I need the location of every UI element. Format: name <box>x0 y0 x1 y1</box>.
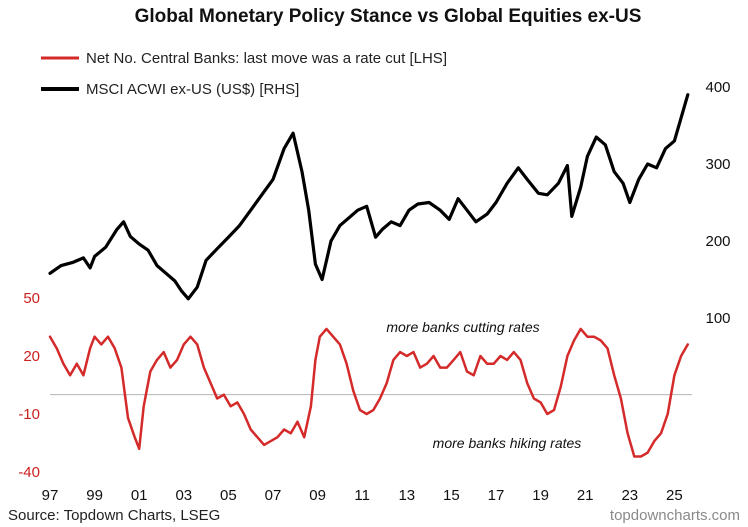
legend-red-label: Net No. Central Banks: last move was a r… <box>86 50 447 67</box>
x-tick-label: 07 <box>265 487 282 504</box>
x-tick-label: 15 <box>443 487 460 504</box>
left-axis-tick: 20 <box>23 348 40 365</box>
x-tick-label: 21 <box>577 487 594 504</box>
right-axis-tick: 300 <box>705 156 730 173</box>
left-axis-tick: 50 <box>23 290 40 307</box>
x-tick-label: 25 <box>666 487 683 504</box>
x-tick-label: 19 <box>532 487 549 504</box>
legend: Net No. Central Banks: last move was a r… <box>41 50 447 98</box>
left-axis-tick: -40 <box>18 464 40 481</box>
x-tick-label: 05 <box>220 487 237 504</box>
annotation-hiking: more banks hiking rates <box>433 435 582 451</box>
right-axis-tick: 400 <box>705 79 730 96</box>
x-tick-label: 03 <box>175 487 192 504</box>
chart-title: Global Monetary Policy Stance vs Global … <box>135 6 642 27</box>
x-tick-label: 13 <box>398 487 415 504</box>
source-note: Source: Topdown Charts, LSEG <box>8 507 220 524</box>
annotation-cutting: more banks cutting rates <box>386 319 539 335</box>
series-layer <box>48 93 690 458</box>
x-tick-label: 01 <box>131 487 148 504</box>
x-tick-label: 99 <box>86 487 103 504</box>
right-axis-tick: 200 <box>705 233 730 250</box>
axes-layer: 97 99 01 03 05 07 09 11 13 15 17 19 21 23 25 100 200 300 4… <box>18 79 730 504</box>
x-tick-label: 23 <box>621 487 638 504</box>
x-tick-label: 11 <box>354 487 370 504</box>
x-tick-label: 97 <box>42 487 59 504</box>
x-tick-label: 17 <box>488 487 505 504</box>
series-line-msci-acwi-ex-us <box>48 93 690 301</box>
right-axis-tick: 100 <box>705 310 730 327</box>
x-tick-label: 09 <box>309 487 326 504</box>
watermark: topdowncharts.com <box>610 507 740 524</box>
series-line-central-banks <box>48 327 690 458</box>
left-axis-tick: -10 <box>18 406 40 423</box>
legend-black-label: MSCI ACWI ex-US (US$) [RHS] <box>86 81 299 98</box>
